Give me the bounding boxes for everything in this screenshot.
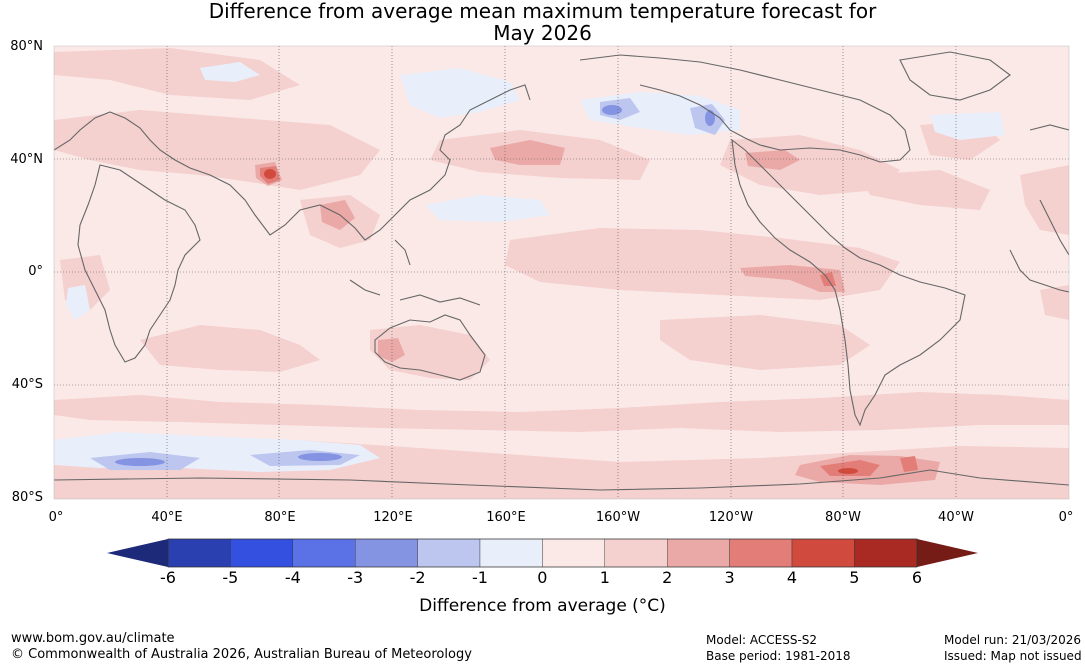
map-gridlines [54, 46, 1069, 499]
colorbar-tick: 6 [911, 568, 923, 587]
colorbar-bin [604, 538, 668, 568]
map-frame [53, 45, 1070, 500]
colorbar-tick: -4 [284, 568, 301, 587]
footer-model: Model: ACCESS-S2 [706, 633, 818, 647]
lon-label-80w: 80°W [825, 510, 861, 525]
colorbar-bin [355, 538, 418, 568]
lon-label-40w: 40°W [938, 510, 974, 525]
lat-label-80s: 80°S [11, 490, 43, 505]
colorbar-bin [729, 538, 793, 568]
colorbar-bin [292, 538, 356, 568]
colorbar-tick: 1 [599, 568, 610, 587]
colorbar-tick: 0 [537, 568, 548, 587]
colorbar-tick: -2 [409, 568, 426, 587]
map-title-line1: Difference from average mean maximum tem… [208, 0, 877, 23]
colorbar-tick: 4 [786, 568, 798, 587]
colorbar-bin [667, 538, 730, 568]
colorbar-bin [230, 538, 293, 568]
colorbar-bin [479, 538, 543, 568]
colorbar-bin [542, 538, 606, 568]
lon-label-160e: 160°E [486, 510, 526, 525]
colorbar-tick: 5 [849, 568, 860, 587]
colorbar-bin [854, 538, 918, 568]
lat-label-40n: 40°N [10, 152, 43, 167]
colorbar-bin [417, 538, 481, 568]
colorbar-tick: -1 [472, 568, 488, 587]
lat-label-80n: 80°N [10, 39, 43, 54]
anomaly-regions-minus3 [115, 105, 715, 466]
footer-copyright: © Commonwealth of Australia 2026, Austra… [11, 647, 472, 662]
colorbar-bin [167, 538, 231, 568]
map-plot-area [54, 46, 1069, 499]
colorbar-tick: 2 [662, 568, 673, 587]
lon-label-120w: 120°W [708, 510, 754, 525]
lon-label-0-left: 0° [48, 510, 64, 525]
colorbar-label: Difference from average (°C) [419, 596, 666, 616]
lon-label-40e: 40°E [151, 510, 183, 525]
colorbar-tick: -5 [222, 568, 239, 587]
colorbar-tick: -6 [160, 568, 176, 587]
colorbar-tick: 3 [724, 568, 735, 587]
footer-issued: Issued: Map not issued [944, 649, 1082, 663]
lat-label-0: 0° [28, 264, 43, 279]
colorbar [107, 538, 978, 568]
colorbar-upper-extension [917, 539, 978, 567]
colorbar-tick: -3 [347, 568, 364, 587]
lon-label-80e: 80°E [264, 510, 296, 525]
colorbar-lower-extension [107, 539, 168, 567]
map-title-line2: May 2026 [493, 21, 592, 45]
lon-label-160w: 160°W [595, 510, 641, 525]
colorbar-outline [167, 538, 918, 568]
footer-model-run: Model run: 21/03/2026 [944, 633, 1082, 647]
colorbar-bin [791, 538, 855, 568]
lon-label-120e: 120°E [373, 510, 413, 525]
footer-website: www.bom.gov.au/climate [11, 631, 175, 646]
lat-label-40s: 40°S [11, 377, 43, 392]
coastlines [54, 51, 1069, 491]
footer-base-period: Base period: 1981-2018 [706, 649, 851, 663]
lon-label-0-right: 0° [1058, 510, 1074, 525]
